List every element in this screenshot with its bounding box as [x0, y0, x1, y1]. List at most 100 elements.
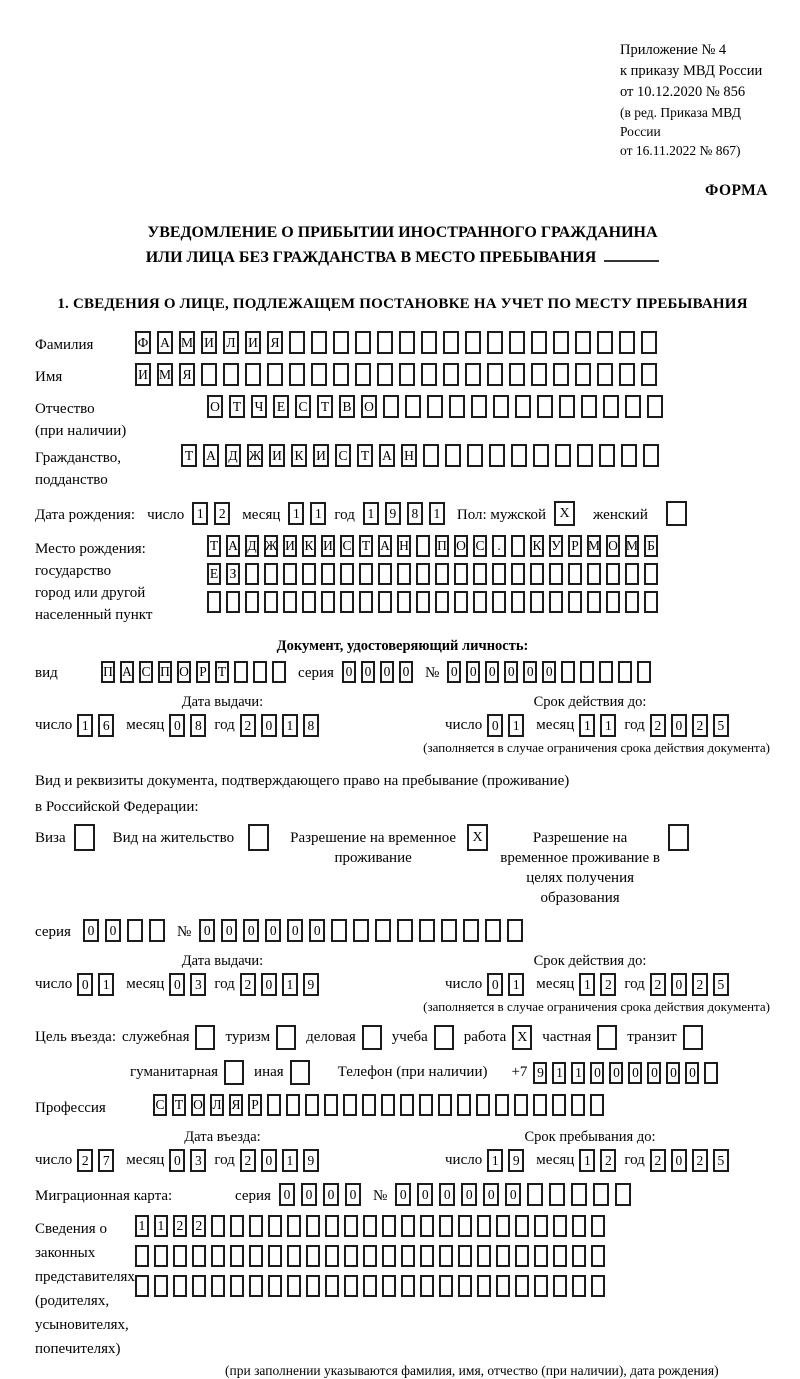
char-cell[interactable]: 0	[169, 1149, 186, 1172]
char-cell[interactable]: 0	[260, 1149, 277, 1172]
char-cell[interactable]: И	[245, 331, 261, 354]
char-cell[interactable]: 2	[600, 1149, 617, 1172]
char-cell[interactable]	[454, 563, 468, 585]
char-cell[interactable]	[606, 563, 620, 585]
char-cell[interactable]: Т	[172, 1094, 186, 1116]
char-cell[interactable]	[423, 444, 439, 467]
char-cell[interactable]: Я	[229, 1094, 243, 1116]
char-cell[interactable]	[355, 363, 371, 386]
char-cell[interactable]	[465, 331, 481, 354]
char-cell[interactable]: С	[295, 395, 311, 418]
char-cell[interactable]	[619, 363, 635, 386]
char-cell[interactable]: Л	[210, 1094, 224, 1116]
char-cell[interactable]	[362, 1094, 376, 1116]
char-cell[interactable]	[495, 1245, 510, 1267]
char-cell[interactable]: 0	[344, 1183, 361, 1206]
char-cell[interactable]	[533, 1215, 548, 1237]
char-cell[interactable]	[549, 563, 563, 585]
char-cell[interactable]	[229, 1215, 244, 1237]
purpose-transit-checkbox[interactable]	[682, 1025, 703, 1050]
char-cell[interactable]: М	[625, 535, 639, 557]
char-cell[interactable]: 0	[309, 919, 326, 942]
char-cell[interactable]: К	[302, 535, 316, 557]
char-cell[interactable]: О	[361, 395, 377, 418]
char-cell[interactable]	[381, 1215, 396, 1237]
char-cell[interactable]: Т	[359, 535, 373, 557]
char-cell[interactable]	[324, 1215, 339, 1237]
char-cell[interactable]: М	[157, 363, 173, 386]
char-cell[interactable]	[476, 1094, 490, 1116]
char-cell[interactable]: 5	[712, 1149, 729, 1172]
char-cell[interactable]	[286, 1275, 301, 1297]
char-cell[interactable]: 1	[281, 973, 298, 996]
char-cell[interactable]: О	[454, 535, 468, 557]
char-cell[interactable]	[571, 1215, 586, 1237]
char-cell[interactable]: И	[321, 535, 335, 557]
char-cell[interactable]	[507, 919, 524, 942]
char-cell[interactable]	[267, 1215, 282, 1237]
char-cell[interactable]	[549, 591, 563, 613]
char-cell[interactable]: Н	[397, 535, 411, 557]
char-cell[interactable]	[253, 660, 267, 683]
char-cell[interactable]	[438, 1094, 452, 1116]
char-cell[interactable]	[343, 1275, 358, 1297]
char-cell[interactable]	[381, 1094, 395, 1116]
char-cell[interactable]	[511, 563, 525, 585]
char-cell[interactable]: 1	[552, 1061, 567, 1084]
visa-checkbox[interactable]	[73, 824, 95, 851]
char-cell[interactable]: 3	[190, 1149, 207, 1172]
char-cell[interactable]	[509, 363, 525, 386]
char-cell[interactable]: 0	[77, 973, 94, 996]
char-cell[interactable]	[375, 919, 392, 942]
char-cell[interactable]: 9	[384, 502, 401, 525]
char-cell[interactable]	[435, 591, 449, 613]
char-cell[interactable]	[400, 1215, 415, 1237]
char-cell[interactable]	[590, 1094, 604, 1116]
char-cell[interactable]: А	[378, 535, 392, 557]
char-cell[interactable]	[427, 395, 443, 418]
char-cell[interactable]	[476, 1275, 491, 1297]
char-cell[interactable]	[438, 1275, 453, 1297]
char-cell[interactable]: 1	[362, 502, 379, 525]
char-cell[interactable]	[618, 660, 633, 683]
char-cell[interactable]	[343, 1245, 358, 1267]
char-cell[interactable]	[527, 1183, 544, 1206]
char-cell[interactable]: 6	[98, 714, 115, 737]
char-cell[interactable]: Я	[179, 363, 195, 386]
char-cell[interactable]: С	[473, 535, 487, 557]
char-cell[interactable]	[272, 660, 286, 683]
char-cell[interactable]	[245, 363, 261, 386]
char-cell[interactable]	[597, 363, 613, 386]
char-cell[interactable]: 8	[406, 502, 423, 525]
char-cell[interactable]	[454, 591, 468, 613]
char-cell[interactable]	[473, 563, 487, 585]
char-cell[interactable]	[355, 331, 371, 354]
char-cell[interactable]	[435, 563, 449, 585]
char-cell[interactable]	[463, 919, 480, 942]
char-cell[interactable]	[362, 1275, 377, 1297]
char-cell[interactable]	[495, 1094, 509, 1116]
char-cell[interactable]	[603, 395, 619, 418]
char-cell[interactable]: У	[549, 535, 563, 557]
char-cell[interactable]: С	[153, 1094, 167, 1116]
char-cell[interactable]	[419, 1094, 433, 1116]
char-cell[interactable]	[647, 395, 663, 418]
char-cell[interactable]	[305, 1094, 319, 1116]
char-cell[interactable]	[443, 363, 459, 386]
char-cell[interactable]	[153, 1245, 168, 1267]
char-cell[interactable]	[606, 591, 620, 613]
char-cell[interactable]: 2	[691, 1149, 708, 1172]
char-cell[interactable]	[449, 395, 465, 418]
char-cell[interactable]: 0	[243, 919, 260, 942]
char-cell[interactable]	[621, 444, 637, 467]
char-cell[interactable]: А	[120, 660, 134, 683]
char-cell[interactable]	[286, 1215, 301, 1237]
char-cell[interactable]	[443, 331, 459, 354]
char-cell[interactable]	[191, 1245, 206, 1267]
char-cell[interactable]: 1	[508, 714, 525, 737]
char-cell[interactable]	[457, 1094, 471, 1116]
char-cell[interactable]	[267, 1245, 282, 1267]
char-cell[interactable]: 1	[600, 714, 617, 737]
char-cell[interactable]	[643, 444, 659, 467]
char-cell[interactable]: 1	[310, 502, 327, 525]
